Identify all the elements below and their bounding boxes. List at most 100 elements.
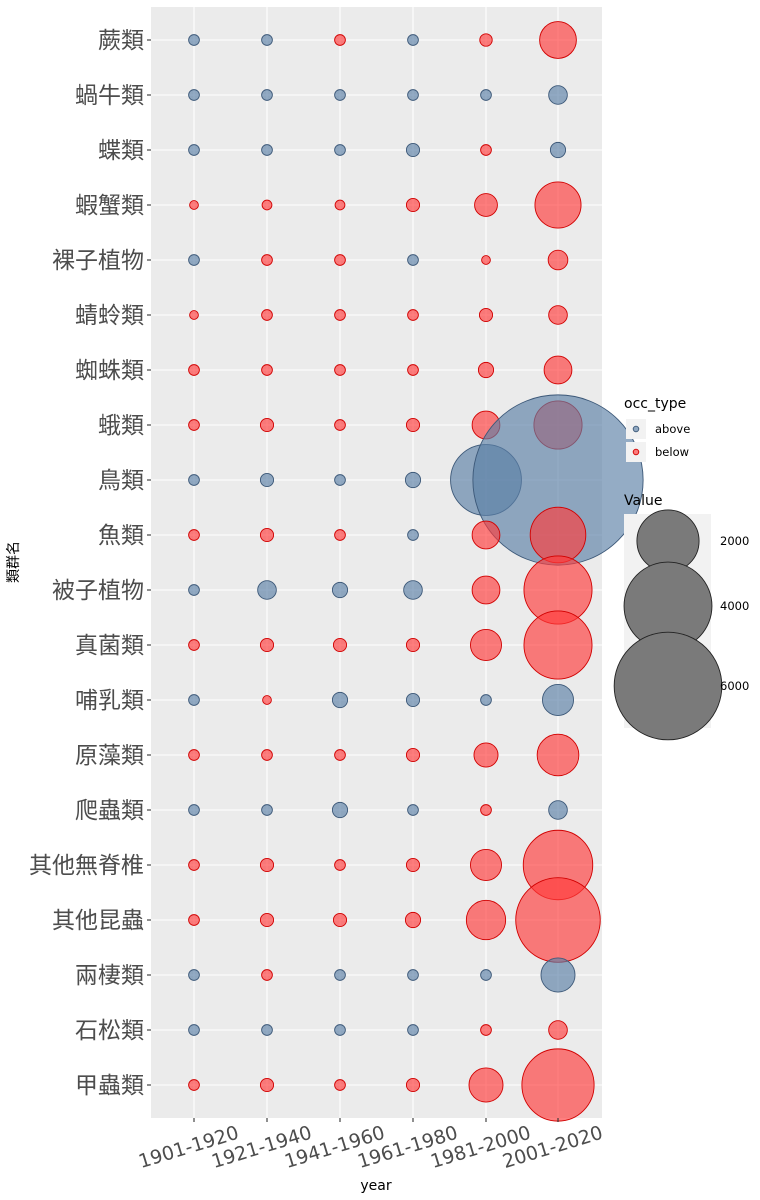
bubble-point [405, 142, 421, 158]
bubble-point [471, 575, 501, 605]
bubble-point [480, 694, 492, 706]
bubble-point [334, 89, 346, 101]
bubble-point [334, 34, 346, 46]
bubble-point [407, 89, 419, 101]
bubble-point [261, 254, 273, 266]
color-legend-title: occ_type [624, 396, 686, 412]
bubble-point [405, 637, 421, 653]
y-tick-label: 其他昆蟲 [52, 908, 144, 934]
bubble-point [481, 255, 491, 265]
bubble-point [261, 309, 273, 321]
bubble-point [407, 34, 419, 46]
bubble-point [407, 969, 419, 981]
y-tick-label: 被子植物 [52, 578, 144, 604]
color-legend-label: below [655, 445, 689, 459]
bubble-point [521, 1048, 595, 1122]
y-tick-label: 蝸牛類 [75, 83, 144, 109]
bubble-point [540, 957, 576, 993]
bubble-point [188, 804, 200, 816]
bubble-point [480, 804, 492, 816]
bubble-point [188, 474, 200, 486]
bubble-point [477, 361, 495, 379]
bubble-point [261, 34, 273, 46]
bubble-point [407, 309, 419, 321]
bubble-layer [188, 21, 644, 1122]
y-axis: 蕨類蝸牛類蝶類蝦蟹類裸子植物蜻蛉類蜘蛛類蛾類鳥類魚類被子植物真菌類哺乳類原藻類爬… [29, 28, 151, 1099]
size-legend-label: 6000 [720, 679, 749, 693]
bubble-point [404, 471, 422, 489]
bubble-point [471, 520, 501, 550]
bubble-point [262, 695, 272, 705]
bubble-point [334, 199, 346, 211]
y-tick-label: 哺乳類 [75, 688, 144, 714]
bubble-point [259, 637, 275, 653]
bubble-point [332, 637, 348, 653]
y-tick-label: 爬蟲類 [75, 798, 144, 824]
bubble-point [334, 474, 346, 486]
bubble-point [407, 1024, 419, 1036]
bubble-point [188, 144, 200, 156]
bubble-point [542, 684, 574, 716]
y-tick-label: 蜘蛛類 [75, 358, 144, 384]
bubble-point [188, 969, 200, 981]
bubble-point [188, 89, 200, 101]
bubble-point [331, 801, 349, 819]
bubble-point [188, 914, 200, 926]
y-tick-label: 真菌類 [75, 633, 144, 659]
bubble-point [480, 969, 492, 981]
bubble-point [259, 472, 275, 488]
x-axis: 1901-19201921-19401941-19601961-19801981… [136, 1118, 605, 1173]
bubble-point [334, 144, 346, 156]
bubble-point [188, 529, 200, 541]
y-tick-label: 蝦蟹類 [75, 193, 144, 219]
bubble-point [188, 749, 200, 761]
bubble-point [259, 1077, 275, 1093]
bubble-point [261, 89, 273, 101]
bubble-point [189, 310, 199, 320]
y-tick-label: 鳥類 [98, 468, 144, 494]
bubble-point [334, 254, 346, 266]
bubble-point [188, 694, 200, 706]
bubble-point [523, 610, 593, 680]
bubble-point [548, 305, 568, 325]
bubble-point [188, 419, 200, 431]
x-axis-title: year [360, 1178, 391, 1194]
bubble-point [334, 364, 346, 376]
bubble-point [189, 200, 199, 210]
bubble-point [404, 911, 422, 929]
bubble-point [261, 199, 273, 211]
bubble-point [548, 800, 568, 820]
bubble-point [407, 529, 419, 541]
bubble-point [188, 1079, 200, 1091]
bubble-point [334, 1079, 346, 1091]
y-tick-label: 蛾類 [98, 413, 144, 439]
bubble-point [473, 742, 499, 768]
bubble-point [188, 1024, 200, 1036]
bubble-point [405, 692, 421, 708]
bubble-point [331, 581, 349, 599]
y-tick-label: 魚類 [98, 523, 144, 549]
y-tick-label: 蝶類 [98, 138, 144, 164]
bubble-point [188, 859, 200, 871]
bubble-point [259, 857, 275, 873]
bubble-point [515, 877, 601, 963]
bubble-point [474, 193, 498, 217]
bubble-point [470, 629, 502, 661]
size-legend-title: Value [624, 493, 662, 509]
bubble-point [261, 1024, 273, 1036]
y-tick-label: 原藻類 [75, 743, 144, 769]
bubble-point [259, 527, 275, 543]
bubble-point [405, 747, 421, 763]
bubble-point [405, 417, 421, 433]
y-axis-title: 類群名 [6, 541, 22, 583]
color-legend: occ_type above below [624, 396, 690, 462]
bubble-point [548, 1020, 568, 1040]
bubble-point [334, 859, 346, 871]
bubble-point [479, 33, 493, 47]
bubble-point [465, 899, 507, 941]
bubble-point [480, 1024, 492, 1036]
bubble-point [334, 969, 346, 981]
bubble-point [188, 34, 200, 46]
bubble-point [334, 419, 346, 431]
